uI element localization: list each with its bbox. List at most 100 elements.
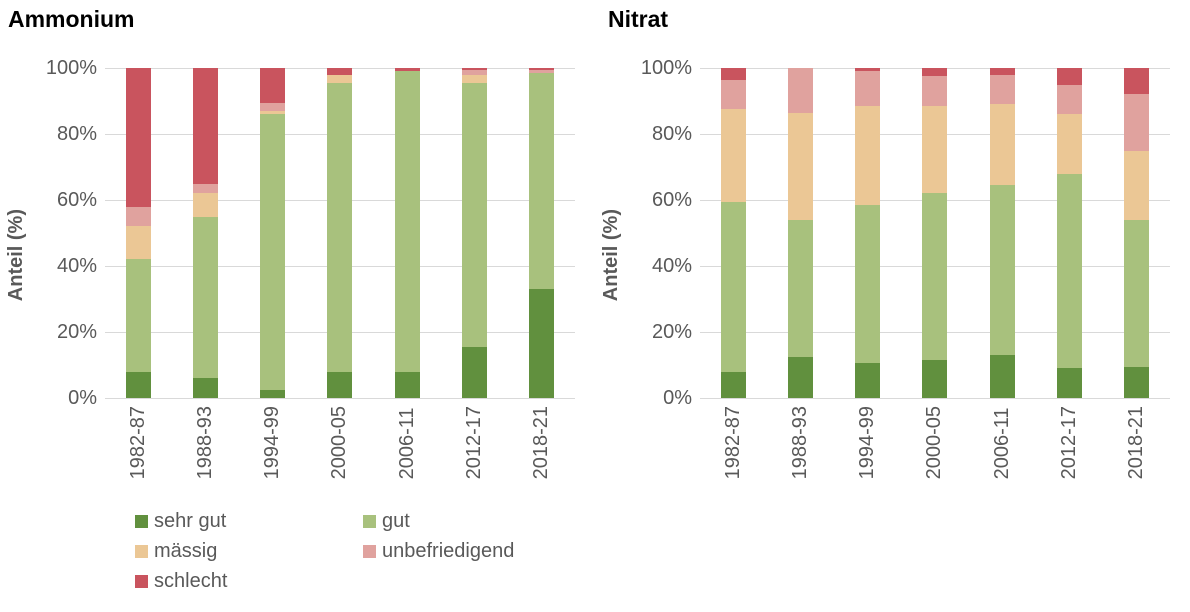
legend-label: unbefriedigend	[382, 540, 515, 562]
x-tick-slot: 2006-11	[374, 406, 441, 479]
legend-item-mässig: mässig	[135, 540, 363, 563]
x-tick-label: 1982-87	[722, 406, 745, 480]
x-tick-slot: 2012-17	[441, 406, 508, 479]
x-tick-slot: 1994-99	[834, 406, 901, 479]
segment-sehr-gut	[1123, 366, 1149, 398]
bar-slot	[105, 68, 172, 398]
segment-mässig	[193, 193, 219, 217]
segment-sehr-gut	[989, 355, 1015, 398]
segment-gut	[528, 72, 554, 290]
segment-gut	[855, 204, 881, 364]
segment-mässig	[260, 110, 286, 115]
bar-slot	[767, 68, 834, 398]
chart-title-nitrat: Nitrat	[608, 6, 669, 32]
segment-mässig	[721, 109, 747, 202]
legend-label: gut	[382, 510, 410, 532]
segment-schlecht	[193, 68, 219, 184]
stacked-bar-1982-87	[721, 68, 747, 398]
bar-slot	[1103, 68, 1170, 398]
segment-unbefriedigend	[193, 183, 219, 194]
segment-sehr-gut	[260, 389, 286, 398]
bar-slot	[306, 68, 373, 398]
segment-gut	[193, 216, 219, 379]
segment-gut	[788, 219, 814, 357]
segment-gut	[1123, 219, 1149, 367]
x-tick-label: 2018-21	[529, 406, 552, 480]
segment-schlecht	[721, 68, 747, 80]
segment-gut	[394, 71, 420, 372]
nitrat-chart-panel: Nitrat Anteil (%) 100% 80% 60% 40% 20% 0% 198…	[595, 0, 1190, 612]
stacked-bar-2006-11	[989, 68, 1015, 398]
x-tick-slot: 1988-93	[767, 406, 834, 479]
segment-schlecht	[394, 68, 420, 72]
legend-swatch	[135, 545, 148, 558]
segment-mässig	[327, 74, 353, 83]
chart-title-ammonium: Ammonium	[8, 6, 135, 32]
x-tick-label: 2006-11	[395, 407, 418, 480]
segment-unbefriedigend	[1123, 94, 1149, 151]
x-axis-line	[105, 398, 575, 399]
segment-gut	[721, 201, 747, 372]
segment-schlecht	[922, 68, 948, 77]
stacked-bar-1982-87	[126, 68, 152, 398]
stacked-bar-1988-93	[193, 68, 219, 398]
segment-gut	[327, 82, 353, 372]
segment-sehr-gut	[721, 371, 747, 398]
segment-schlecht	[1123, 68, 1149, 95]
x-tick-label: 2006-11	[990, 407, 1013, 480]
bar-slot	[834, 68, 901, 398]
segment-gut	[126, 259, 152, 372]
stacked-bar-1994-99	[855, 68, 881, 398]
legend-item-sehr-gut: sehr gut	[135, 510, 363, 533]
segment-mässig	[126, 226, 152, 260]
x-tick-label: 2000-05	[923, 406, 946, 480]
stacked-bar-2012-17	[461, 68, 487, 398]
legend-swatch	[363, 515, 376, 528]
legend-item-gut: gut	[363, 510, 514, 533]
segment-sehr-gut	[1056, 368, 1082, 398]
bar-slot	[1036, 68, 1103, 398]
legend-label: sehr gut	[154, 510, 227, 532]
x-tick-label: 1982-87	[127, 406, 150, 480]
x-tick-label: 2012-17	[1057, 406, 1080, 480]
segment-sehr-gut	[327, 371, 353, 398]
x-tick-label: 2012-17	[462, 406, 485, 480]
bar-slot	[901, 68, 968, 398]
segment-unbefriedigend	[461, 69, 487, 75]
bar-slot	[172, 68, 239, 398]
segment-sehr-gut	[394, 371, 420, 398]
x-tick-label: 2018-21	[1124, 406, 1147, 480]
segment-unbefriedigend	[922, 76, 948, 106]
stacked-bar-2006-11	[394, 68, 420, 398]
legend: sehr gut gut mässig unbefriedigend schlecht	[135, 510, 514, 593]
segment-unbefriedigend	[989, 74, 1015, 105]
plot-area-ammonium	[105, 68, 575, 399]
segment-schlecht	[528, 68, 554, 70]
x-tick-slot: 2000-05	[306, 406, 373, 479]
segment-unbefriedigend	[855, 71, 881, 106]
x-axis-ticks: 1982-87 1988-93 1994-99 2000-05 2006-11 2012-…	[105, 406, 575, 479]
bar-slot	[700, 68, 767, 398]
x-tick-slot: 2006-11	[969, 406, 1036, 479]
x-tick-slot: 1982-87	[700, 406, 767, 479]
legend-swatch	[363, 545, 376, 558]
segment-schlecht	[260, 68, 286, 103]
segment-schlecht	[855, 68, 881, 72]
bar-slot	[239, 68, 306, 398]
bars-group	[105, 68, 575, 398]
stacked-bar-2012-17	[1056, 68, 1082, 398]
segment-unbefriedigend	[126, 206, 152, 227]
segment-mässig	[788, 112, 814, 220]
x-tick-slot: 2018-21	[1103, 406, 1170, 479]
stacked-bar-1988-93	[788, 68, 814, 398]
segment-unbefriedigend	[528, 69, 554, 73]
segment-sehr-gut	[461, 346, 487, 398]
stacked-bar-1994-99	[260, 68, 286, 398]
x-tick-slot: 1988-93	[172, 406, 239, 479]
y-axis-ticks: 100% 80% 60% 40% 20% 0%	[0, 57, 97, 409]
legend-swatch	[135, 515, 148, 528]
segment-gut	[1056, 173, 1082, 369]
x-tick-slot: 1994-99	[239, 406, 306, 479]
segment-sehr-gut	[855, 363, 881, 398]
